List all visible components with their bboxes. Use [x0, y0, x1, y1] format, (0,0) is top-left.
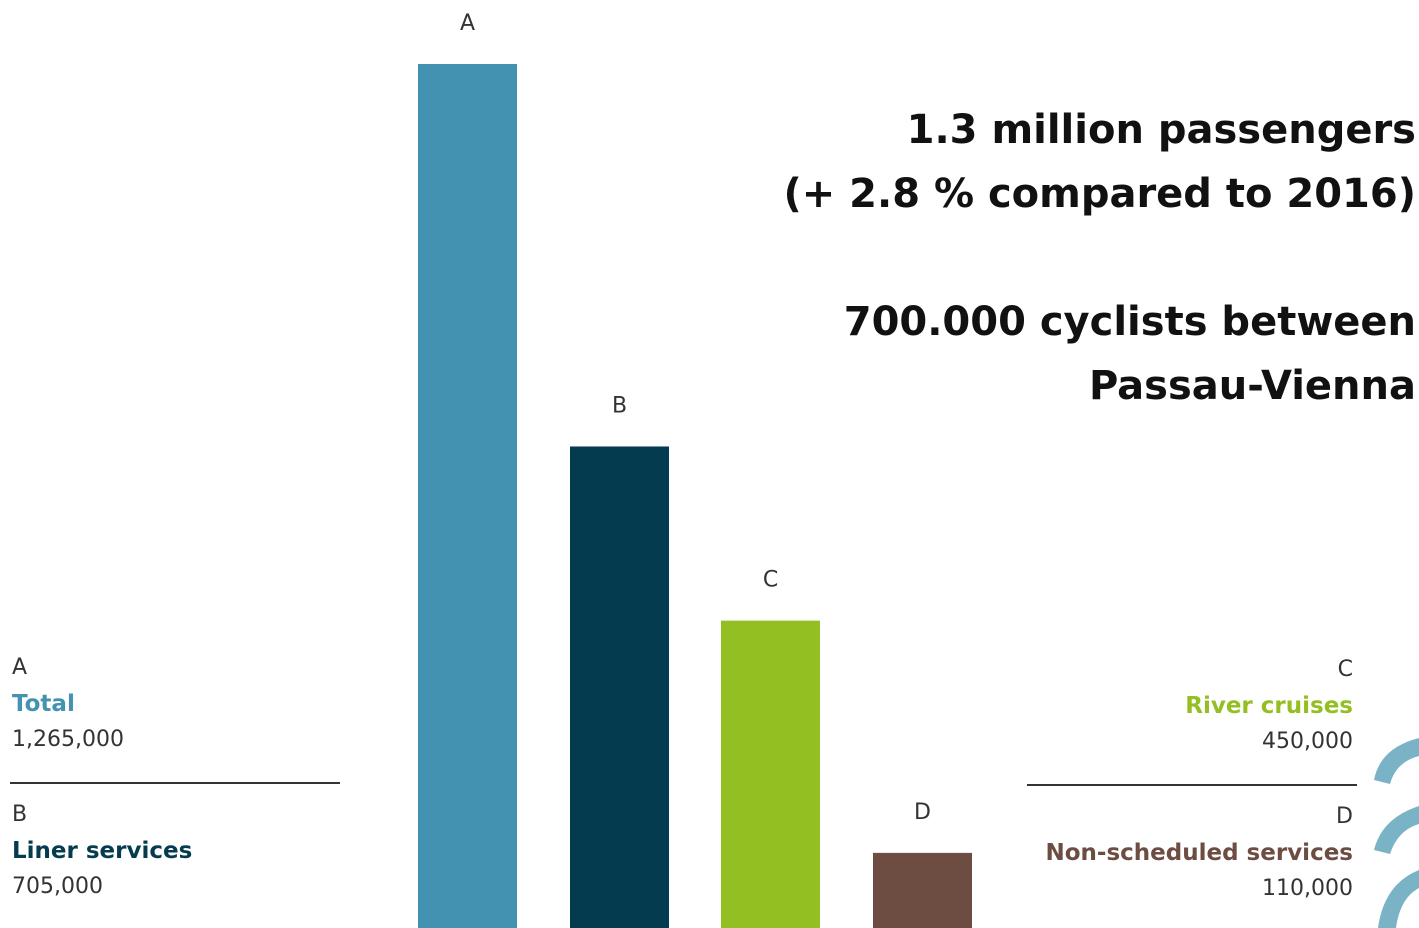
- legend-name: River cruises: [1185, 693, 1353, 719]
- legend-letter: A: [12, 655, 28, 680]
- legend-value: 705,000: [12, 874, 103, 899]
- headline-line-4: Passau-Vienna: [1088, 363, 1416, 409]
- bar-c: [721, 620, 820, 928]
- swoosh-arc-2: [1374, 806, 1419, 854]
- legend-name: Liner services: [12, 838, 193, 864]
- legend-item-d: D Non-scheduled services 110,000: [1046, 799, 1354, 907]
- legend-item-a: A Total 1,265,000: [12, 650, 124, 758]
- legend-value: 450,000: [1262, 729, 1353, 754]
- bar-label-d: D: [914, 800, 931, 825]
- bar-a: [418, 64, 517, 928]
- decorative-swoosh: [1374, 738, 1419, 928]
- legend-name: Non-scheduled services: [1045, 840, 1354, 866]
- legend-letter: C: [1337, 657, 1353, 682]
- swoosh-arc-3: [1378, 870, 1419, 928]
- legend-name: Total: [12, 691, 75, 717]
- legend-letter: D: [1336, 804, 1353, 829]
- legend-divider-right: [1027, 784, 1357, 786]
- headline-line-1: 1.3 million passengers: [906, 107, 1416, 153]
- legend-item-c: C River cruises 450,000: [1185, 652, 1353, 760]
- headline-cyclists: 700.000 cyclists between Passau-Vienna: [844, 290, 1416, 418]
- bar-label-c: C: [763, 568, 778, 593]
- swoosh-arc-1: [1374, 738, 1419, 784]
- headline-line-3: 700.000 cyclists between: [843, 299, 1416, 345]
- bar-d: [873, 852, 972, 928]
- bar-label-a: A: [460, 11, 475, 36]
- legend-divider-left: [10, 782, 340, 784]
- legend-letter: B: [12, 802, 28, 827]
- legend-item-b: B Liner services 705,000: [12, 797, 192, 905]
- legend-value: 110,000: [1262, 876, 1353, 901]
- legend-value: 1,265,000: [12, 727, 124, 752]
- bar-b: [570, 446, 669, 928]
- headline-line-2: (+ 2.8 % compared to 2016): [783, 171, 1416, 217]
- bar-label-b: B: [612, 393, 627, 418]
- headline-passengers: 1.3 million passengers (+ 2.8 % compared…: [783, 98, 1416, 226]
